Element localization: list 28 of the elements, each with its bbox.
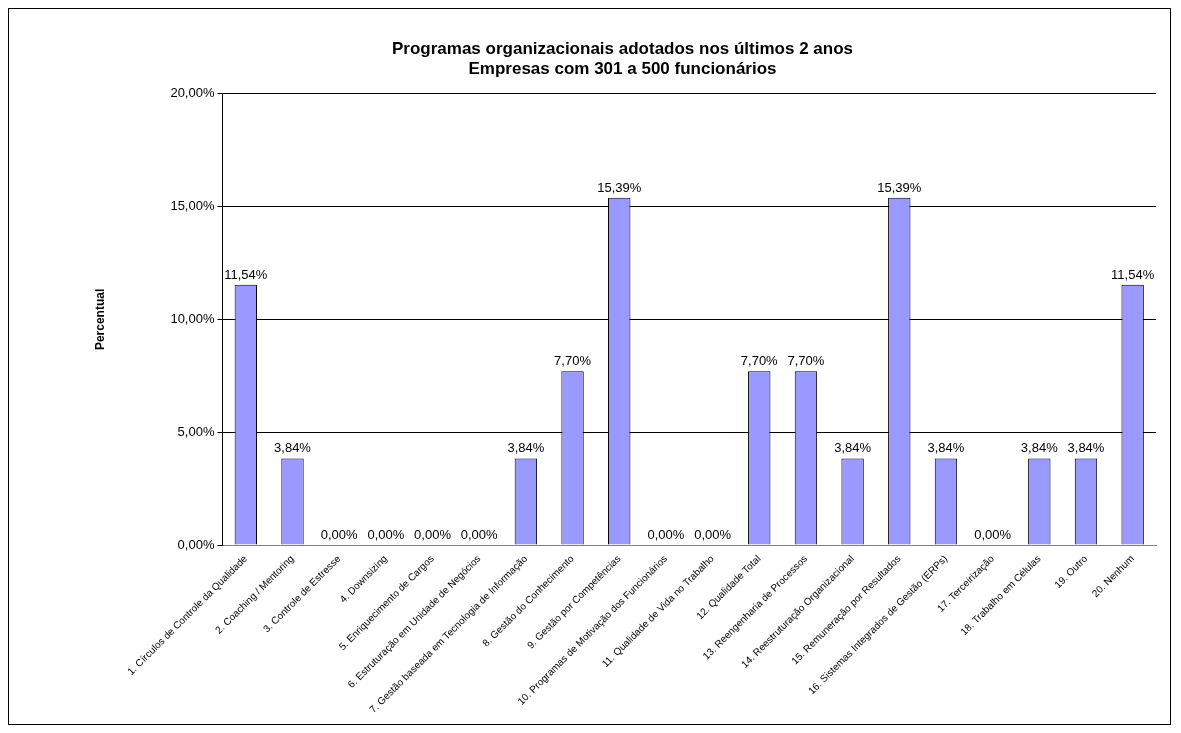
data-label: 11,54% <box>224 266 268 282</box>
data-label: 15,39% <box>877 179 922 195</box>
data-label: 11,54% <box>1111 266 1155 282</box>
chart-title: Programas organizacionais adotados nos últimos 2 anos <box>391 38 854 58</box>
y-tick-label: 20,00% <box>170 85 215 101</box>
data-label: 3,84% <box>834 440 872 456</box>
chart-subtitle: Empresas com 301 a 500 funcionários <box>468 59 777 79</box>
data-label: 0,00% <box>320 527 359 543</box>
data-label: 0,00% <box>460 527 499 543</box>
y-tick-label: 15,00% <box>170 198 215 214</box>
data-label: 3,84% <box>1067 440 1105 456</box>
data-label: 3,84% <box>507 440 545 456</box>
data-label: 3,84% <box>927 440 965 456</box>
data-label: 7,70% <box>740 353 779 369</box>
y-axis-title: Percentual <box>92 288 107 351</box>
y-tick-label: 0,00% <box>177 536 215 552</box>
data-label: 0,00% <box>694 527 732 543</box>
data-label: 0,00% <box>367 527 405 543</box>
data-label: 7,70% <box>554 353 592 369</box>
data-label: 15,39% <box>597 179 642 195</box>
y-tick-label: 10,00% <box>170 310 215 326</box>
data-label: 0,00% <box>414 527 452 543</box>
data-label: 0,00% <box>974 527 1012 543</box>
data-label: 3,84% <box>1020 440 1059 456</box>
data-label: 3,84% <box>274 440 312 456</box>
data-label: 0,00% <box>647 527 685 543</box>
data-label: 7,70% <box>787 353 825 369</box>
y-tick-label: 5,00% <box>177 423 215 439</box>
